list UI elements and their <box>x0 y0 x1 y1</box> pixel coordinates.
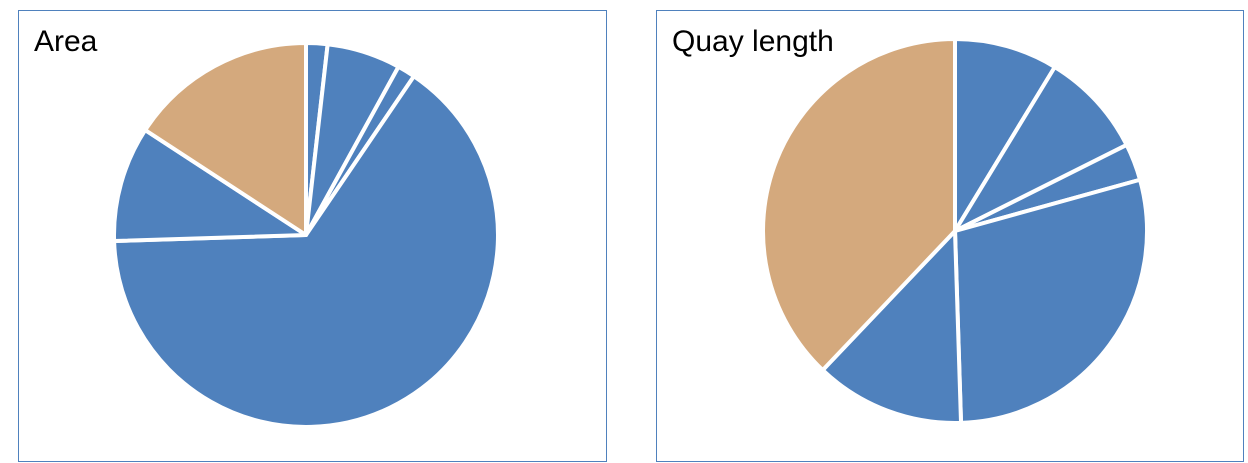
area-chart-panel: Area <box>18 10 607 462</box>
area-pie-slice-4 <box>112 74 500 429</box>
quay-length-pie-slice-2 <box>953 64 1129 233</box>
quay-length-pie-slice-5 <box>820 229 964 425</box>
quay-length-pie-chart <box>761 37 1149 425</box>
quay-length-pie-slice-6 <box>761 37 957 373</box>
quay-length-pie-slice-4 <box>953 177 1149 425</box>
quay-length-chart-title: Quay length <box>672 25 834 58</box>
quay-length-pie-slice-1 <box>953 37 1057 233</box>
area-chart-title: Area <box>34 25 98 58</box>
area-pie-slice-6 <box>143 41 308 237</box>
area-pie-chart <box>112 41 500 429</box>
quay-length-chart-panel: Quay length <box>656 10 1244 462</box>
area-pie-slice-5 <box>112 128 308 244</box>
